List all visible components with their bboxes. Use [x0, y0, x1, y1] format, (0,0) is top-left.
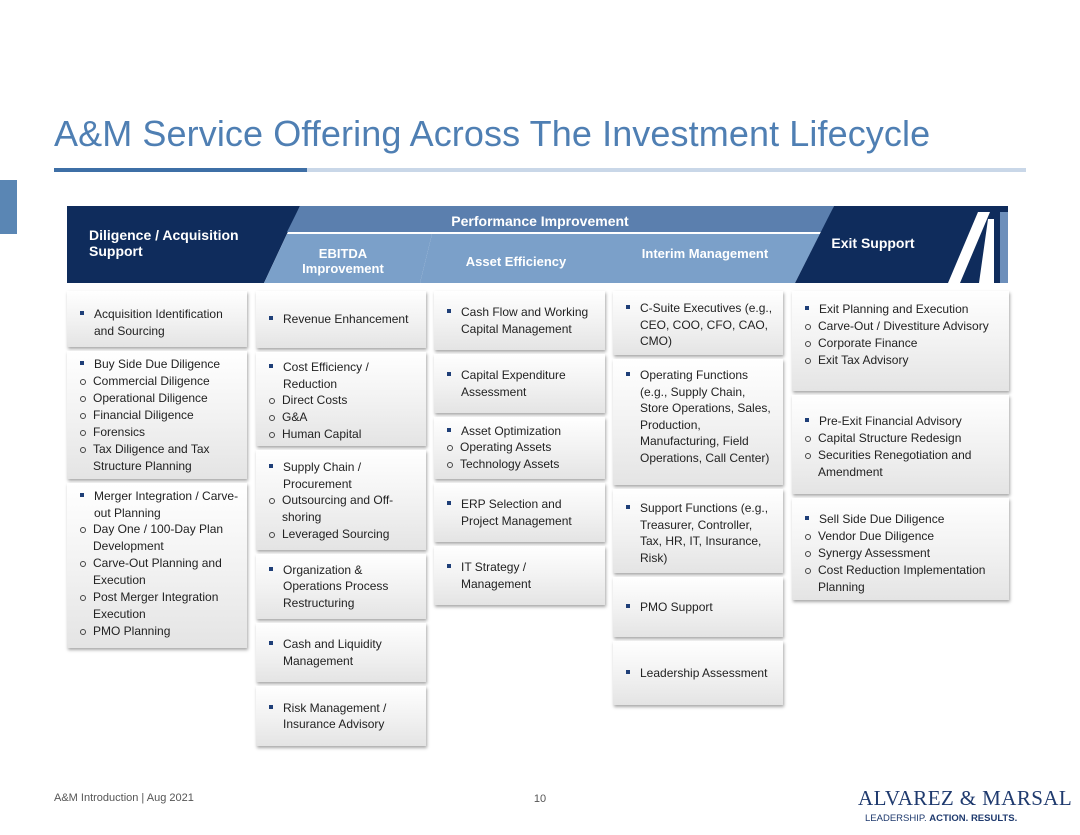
service-subitem: Direct Costs	[268, 392, 418, 409]
service-subitem: Carve-Out / Divestiture Advisory	[804, 318, 1003, 335]
service-item: Risk Management / Insurance Advisory	[268, 700, 418, 733]
service-item: Exit Planning and Execution	[804, 301, 1003, 318]
header-interim: Interim Management	[641, 246, 769, 261]
service-item: Supply Chain / Procurement	[268, 459, 418, 492]
company-logo: ALVAREZ & MARSAL LEADERSHIP. ACTION. RES…	[858, 786, 1073, 824]
service-item: Organization & Operations Process Restru…	[268, 562, 418, 612]
service-box: Revenue Enhancement	[256, 291, 426, 348]
service-item: Buy Side Due Diligence	[79, 356, 239, 373]
lifecycle-banner	[67, 206, 1008, 283]
header-diligence: Diligence / Acquisition Support	[89, 227, 239, 259]
service-box: Acquisition Identification and Sourcing	[67, 291, 247, 347]
service-item: Operating Functions (e.g., Supply Chain,…	[625, 367, 777, 466]
service-box: Organization & Operations Process Restru…	[256, 554, 426, 619]
service-subitem: Technology Assets	[446, 456, 561, 473]
service-box: Pre-Exit Financial Advisory Capital Stru…	[792, 395, 1009, 494]
title-underline-accent	[54, 168, 307, 172]
service-box: Support Functions (e.g., Treasurer, Cont…	[613, 489, 783, 573]
exit-header-shape	[795, 206, 1008, 283]
service-subitem: Commercial Diligence	[79, 373, 239, 390]
service-subitem: Day One / 100-Day Plan Development	[79, 521, 239, 555]
service-subitem: Post Merger Integration Execution	[79, 589, 239, 623]
logo-mark-stripe-1	[948, 212, 990, 283]
service-box: Operating Functions (e.g., Supply Chain,…	[613, 359, 783, 485]
logo-tagline-plain: LEADERSHIP.	[865, 813, 927, 824]
service-item: Merger Integration / Carve-out Planning	[79, 488, 239, 521]
service-subitem: Outsourcing and Off-shoring	[268, 492, 418, 526]
title-underline	[54, 168, 1026, 172]
service-subitem: Vendor Due Diligence	[804, 528, 1003, 545]
service-item: Capital Expenditure Assessment	[446, 367, 599, 400]
service-box: Merger Integration / Carve-out Planning …	[67, 483, 247, 648]
service-item: Pre-Exit Financial Advisory	[804, 413, 1003, 430]
service-subitem: Financial Diligence	[79, 407, 239, 424]
service-box: Cash and Liquidity Management	[256, 623, 426, 682]
page-number: 10	[533, 793, 547, 805]
service-item: Support Functions (e.g., Treasurer, Cont…	[625, 500, 777, 566]
interim-header-shape	[612, 234, 820, 283]
service-box: Leadership Assessment	[613, 641, 783, 705]
service-item: Revenue Enhancement	[268, 311, 408, 328]
side-accent-tab	[0, 180, 17, 234]
service-item: Cash Flow and Working Capital Management	[446, 304, 599, 337]
service-item: C-Suite Executives (e.g., CEO, COO, CFO,…	[625, 300, 777, 350]
logo-tagline-bold: ACTION. RESULTS.	[929, 813, 1018, 824]
service-item: Cash and Liquidity Management	[268, 636, 418, 669]
ebitda-header-shape	[264, 234, 432, 283]
service-box: Capital Expenditure Assessment	[434, 354, 605, 413]
service-box: Supply Chain / Procurement Outsourcing a…	[256, 450, 426, 550]
service-subitem: Securities Renegotiation and Amendment	[804, 447, 1003, 481]
header-asset-efficiency: Asset Efficiency	[465, 254, 567, 269]
service-subitem: Exit Tax Advisory	[804, 352, 1003, 369]
performance-header-shape	[287, 206, 834, 232]
service-box: Buy Side Due Diligence Commercial Dilige…	[67, 351, 247, 479]
header-ebitda: EBITDA Improvement	[302, 246, 384, 276]
service-box: PMO Support	[613, 577, 783, 637]
service-item: Acquisition Identification and Sourcing	[79, 306, 237, 339]
service-subitem: Operational Diligence	[79, 390, 239, 407]
service-box: Exit Planning and Execution Carve-Out / …	[792, 291, 1009, 391]
service-subitem: Leveraged Sourcing	[268, 526, 418, 543]
header-exit: Exit Support	[831, 235, 915, 251]
service-item: Leadership Assessment	[625, 665, 767, 682]
footer-text: A&M Introduction | Aug 2021	[54, 792, 194, 804]
service-subitem: Carve-Out Planning and Execution	[79, 555, 239, 589]
service-item: ERP Selection and Project Management	[446, 496, 599, 529]
service-item: Cost Efficiency / Reduction	[268, 359, 418, 392]
service-item: IT Strategy / Management	[446, 559, 599, 592]
diligence-header-shape	[67, 206, 300, 283]
logo-name: ALVAREZ & MARSAL	[858, 786, 1073, 810]
service-subitem: Human Capital	[268, 426, 418, 443]
service-box: ERP Selection and Project Management	[434, 483, 605, 542]
service-subitem: Operating Assets	[446, 439, 561, 456]
service-subitem: PMO Planning	[79, 623, 239, 640]
service-item: Asset Optimization	[446, 423, 561, 440]
header-performance: Performance Improvement	[451, 213, 629, 229]
service-box: C-Suite Executives (e.g., CEO, COO, CFO,…	[613, 291, 783, 355]
service-subitem: Forensics	[79, 424, 239, 441]
page-title: A&M Service Offering Across The Investme…	[54, 113, 931, 154]
logo-tagline: LEADERSHIP. ACTION. RESULTS.	[858, 813, 1058, 824]
service-box: Asset Optimization Operating Assets Tech…	[434, 417, 605, 479]
service-subitem: Capital Structure Redesign	[804, 430, 1003, 447]
service-subitem: Corporate Finance	[804, 335, 1003, 352]
service-subitem: G&A	[268, 409, 418, 426]
service-box: Cash Flow and Working Capital Management	[434, 291, 605, 350]
asset-header-shape	[420, 234, 612, 283]
service-item: PMO Support	[625, 599, 713, 616]
service-box: Risk Management / Insurance Advisory	[256, 686, 426, 746]
service-box: Cost Efficiency / Reduction Direct Costs…	[256, 352, 426, 446]
service-box: IT Strategy / Management	[434, 546, 605, 605]
service-subitem: Tax Diligence and Tax Structure Planning	[79, 441, 239, 475]
service-subitem: Cost Reduction Implementation Planning	[804, 562, 1003, 596]
service-item: Sell Side Due Diligence	[804, 511, 1003, 528]
service-box: Sell Side Due Diligence Vendor Due Dilig…	[792, 498, 1009, 600]
service-subitem: Synergy Assessment	[804, 545, 1003, 562]
logo-mark-edge	[1000, 212, 1008, 283]
logo-mark-stripe-2	[979, 219, 994, 283]
